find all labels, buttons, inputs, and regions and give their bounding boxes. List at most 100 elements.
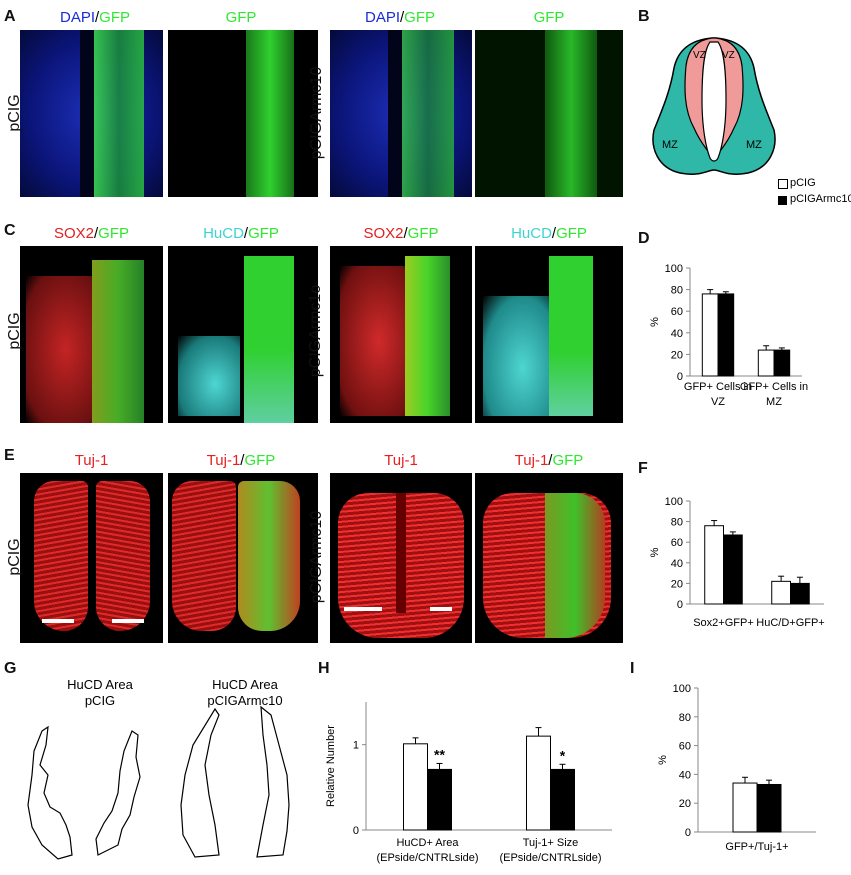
panel-label-b: B bbox=[638, 8, 650, 25]
micrograph-a4 bbox=[475, 30, 623, 197]
y-tick-label: 40 bbox=[679, 769, 691, 781]
legend: pCIG pCIGArmc10 bbox=[778, 177, 851, 209]
bar-pcig bbox=[757, 349, 775, 377]
x-category-label: Sox2+GFP+ bbox=[693, 617, 754, 629]
micrograph-c4 bbox=[475, 246, 623, 423]
bar-pcig bbox=[403, 743, 428, 831]
title-tuj1-2: Tuj-1 bbox=[384, 452, 418, 469]
title-sox2-gfp-2: SOX2/GFP bbox=[363, 225, 439, 242]
bar-pcig bbox=[732, 782, 758, 833]
panel-label-f: F bbox=[638, 460, 648, 477]
x-category-label: GFP+ Cells in bbox=[684, 381, 752, 393]
y-axis-label: % bbox=[649, 547, 661, 557]
mz-label-left: MZ bbox=[662, 139, 678, 151]
y-tick-label: 60 bbox=[671, 537, 683, 549]
title-hucd-gfp-1: HuCD/GFP bbox=[203, 225, 279, 242]
y-tick-label: 20 bbox=[679, 798, 691, 810]
row-label-a-right: pCIGArmc10 bbox=[308, 66, 325, 160]
bar-pcig bbox=[704, 525, 724, 605]
panel-label-a: A bbox=[4, 8, 16, 25]
y-tick-label: 40 bbox=[671, 328, 683, 340]
bar-pcigarmc10 bbox=[717, 293, 735, 377]
chart-i: 0 20 40 60 80 100% GFP+/Tuj-1+ bbox=[657, 683, 816, 853]
legend-swatch-pcig bbox=[778, 179, 788, 189]
bar-pcig bbox=[701, 293, 719, 377]
x-category-label: GFP+/Tuj-1+ bbox=[725, 841, 788, 853]
micrograph-e2 bbox=[168, 473, 318, 643]
panel-label-c: C bbox=[4, 222, 16, 239]
title-hucd-area-armc10: HuCD Area pCIGArmc10 bbox=[207, 677, 283, 708]
chart-h: 0 1 Relative Number ** HuCD+ Area (EPside/CNT… bbox=[325, 702, 612, 864]
micrograph-e3 bbox=[330, 473, 472, 643]
title-tuj1-gfp-1: Tuj-1/GFP bbox=[206, 452, 276, 469]
hucd-outline-pcig bbox=[27, 725, 141, 860]
y-tick-label: 20 bbox=[671, 349, 683, 361]
micrograph-e4 bbox=[475, 473, 623, 643]
y-axis-label: % bbox=[649, 317, 661, 327]
y-tick-label: 80 bbox=[671, 517, 683, 529]
title-hucd-area-pcig: HuCD Area pCIG bbox=[67, 677, 133, 708]
significance-marker: ** bbox=[434, 746, 445, 762]
row-label-c-left: pCIG bbox=[6, 312, 23, 350]
row-label-e-right: pCIGArmc10 bbox=[308, 510, 325, 604]
micrograph-a1 bbox=[20, 30, 163, 197]
x-category-label: (EPside/CNTRLside) bbox=[499, 852, 601, 864]
scale-bar bbox=[344, 607, 382, 611]
micrograph-a2 bbox=[168, 30, 318, 197]
significance-marker: * bbox=[560, 747, 566, 763]
panel-label-d: D bbox=[638, 230, 650, 247]
y-tick-label: 60 bbox=[679, 741, 691, 753]
micrograph-e1 bbox=[20, 473, 163, 643]
x-category-label: (EPside/CNTRLside) bbox=[376, 852, 478, 864]
y-tick-label: 0 bbox=[685, 827, 691, 839]
y-tick-label: 100 bbox=[665, 496, 683, 508]
y-tick-label: 80 bbox=[671, 285, 683, 297]
y-tick-label: 100 bbox=[665, 263, 683, 275]
scale-bar bbox=[112, 619, 144, 623]
micrograph-a3 bbox=[330, 30, 472, 197]
title-tuj1-1: Tuj-1 bbox=[74, 452, 109, 469]
scale-bar bbox=[430, 607, 452, 611]
hucd-outline-armc10 bbox=[180, 705, 290, 858]
y-tick-label: 20 bbox=[671, 578, 683, 590]
y-tick-label: 40 bbox=[671, 558, 683, 570]
chart-d: 0 20 40 60 80 100% GFP+ Cells in VZ GFP+ Cells i… bbox=[649, 263, 808, 408]
bar-pcigarmc10 bbox=[723, 534, 743, 605]
micrograph-c1 bbox=[20, 246, 163, 423]
mz-label-right: MZ bbox=[746, 139, 762, 151]
micrograph-c3 bbox=[330, 246, 472, 423]
title-gfp-1: GFP bbox=[225, 9, 257, 26]
bar-pcigarmc10 bbox=[427, 768, 452, 831]
y-tick-label: 60 bbox=[671, 306, 683, 318]
row-label-e-left: pCIG bbox=[6, 538, 23, 576]
y-tick-label: 1 bbox=[353, 740, 359, 752]
y-axis-label: % bbox=[657, 755, 669, 765]
legend-label-armc10: pCIGArmc10 bbox=[790, 193, 851, 205]
bar-pcig bbox=[526, 735, 551, 831]
y-tick-label: 100 bbox=[673, 683, 691, 695]
scale-bar bbox=[42, 619, 74, 623]
x-category-label: VZ bbox=[711, 396, 725, 408]
panel-label-i: I bbox=[630, 660, 635, 677]
title-sox2-gfp-1: SOX2/GFP bbox=[53, 225, 130, 242]
title-hucd-gfp-2: HuCD/GFP bbox=[511, 225, 587, 242]
x-category-label: Tuj-1+ Size bbox=[523, 837, 579, 849]
y-axis-label: Relative Number bbox=[325, 725, 337, 807]
bar-pcig bbox=[771, 580, 792, 605]
neural-tube-schematic: VZ VZ MZ MZ bbox=[652, 37, 776, 175]
y-tick-label: 0 bbox=[677, 371, 683, 383]
x-category-label: HuC/D+GFP+ bbox=[756, 617, 824, 629]
title-tuj1-gfp-2: Tuj-1/GFP bbox=[514, 452, 584, 469]
legend-swatch-armc10 bbox=[778, 196, 787, 205]
central-canal bbox=[701, 41, 727, 162]
y-tick-label: 0 bbox=[677, 599, 683, 611]
vz-label-left: VZ bbox=[693, 50, 706, 61]
row-label-a-left: pCIG bbox=[6, 94, 23, 132]
x-category-label: GFP+ Cells in bbox=[740, 381, 808, 393]
x-category-label: MZ bbox=[766, 396, 782, 408]
x-category-label: HuCD+ Area bbox=[396, 837, 459, 849]
micrograph-c2 bbox=[168, 246, 318, 423]
legend-label-pcig: pCIG bbox=[790, 177, 816, 189]
title-gfp-2: GFP bbox=[533, 9, 565, 26]
vz-label-right: VZ bbox=[722, 50, 735, 61]
